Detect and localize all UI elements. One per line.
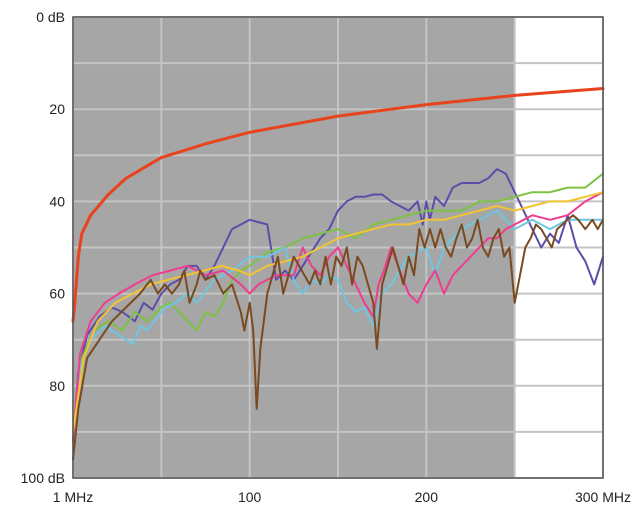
y-tick-label: 20 bbox=[49, 101, 65, 117]
x-tick-label: 300 MHz bbox=[575, 489, 631, 505]
x-tick-label: 100 bbox=[238, 489, 262, 505]
y-tick-label: 40 bbox=[49, 193, 65, 209]
x-tick-label: 200 bbox=[415, 489, 439, 505]
y-tick-label: 0 dB bbox=[36, 9, 65, 25]
y-tick-label: 100 dB bbox=[21, 470, 65, 486]
series-layer bbox=[71, 87, 605, 461]
series-line-1 bbox=[71, 87, 605, 323]
tick-label-layer: 0 dB 20 40 60 80 100 dB 1 MHz 100 200 300 MHz bbox=[21, 9, 631, 505]
series-line-7 bbox=[72, 214, 604, 461]
x-tick-label: 1 MHz bbox=[53, 489, 93, 505]
plot-frame bbox=[72, 16, 604, 479]
y-tick-label: 80 bbox=[49, 378, 65, 394]
series-line-2 bbox=[72, 168, 604, 443]
y-tick-label: 60 bbox=[49, 286, 65, 302]
series-line-5 bbox=[72, 191, 604, 443]
series-line-3 bbox=[72, 172, 604, 433]
